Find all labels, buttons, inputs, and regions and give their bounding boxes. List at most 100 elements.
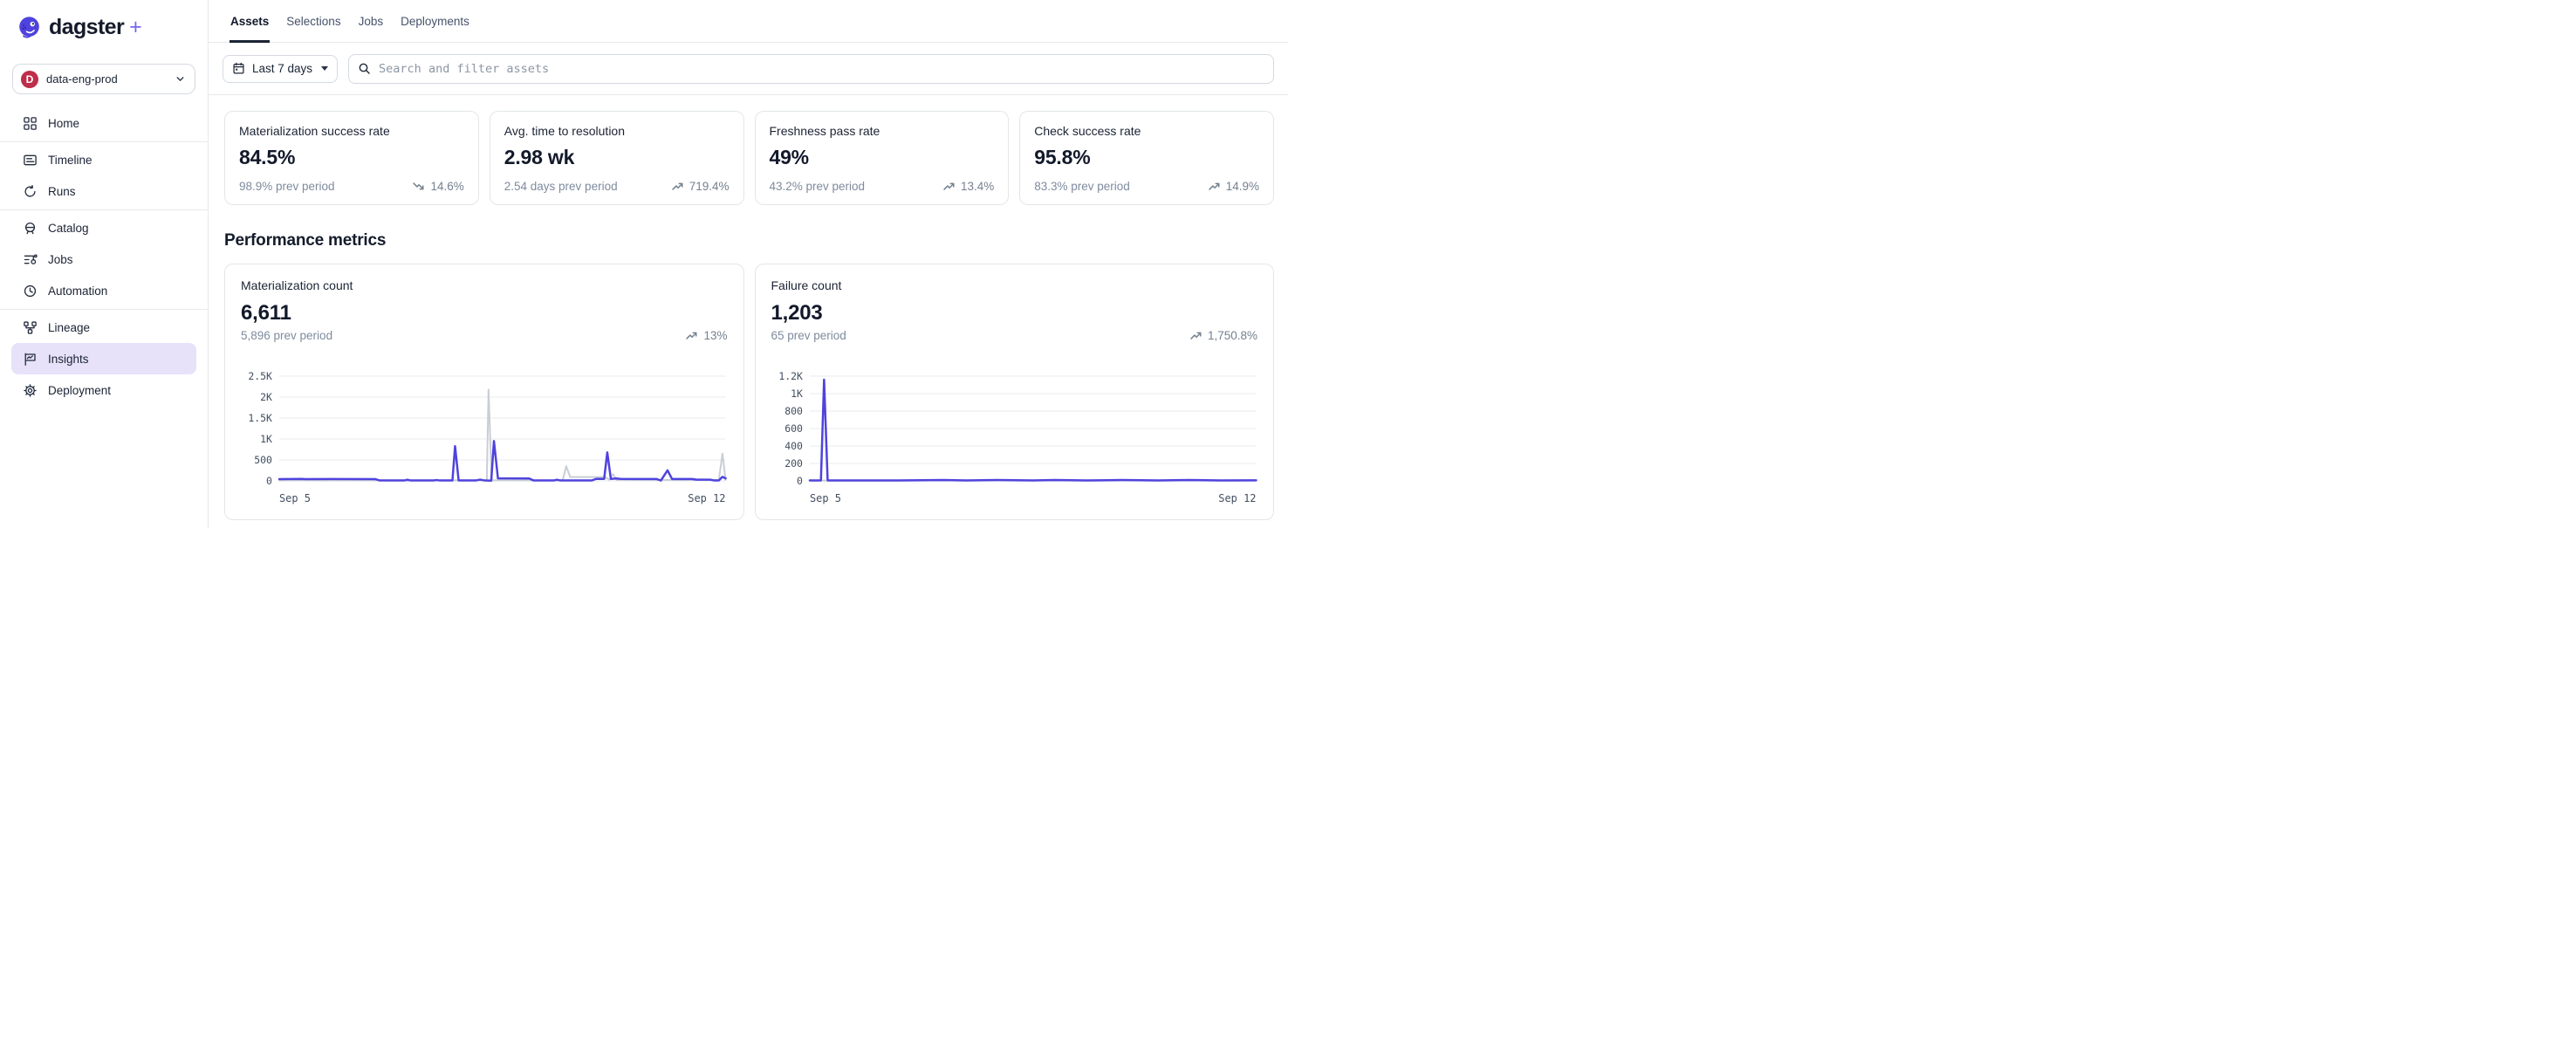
dagster-logo[interactable]: dagster + bbox=[17, 13, 194, 41]
metric-card[interactable]: Materialization success rate 84.5% 98.9% p… bbox=[224, 111, 479, 205]
sidebar-item-home[interactable]: Home bbox=[11, 107, 196, 139]
sidebar-item-label: Home bbox=[48, 116, 80, 130]
tab-selections[interactable]: Selections bbox=[286, 14, 341, 28]
sidebar-item-label: Catalog bbox=[48, 221, 89, 235]
sidebar-divider bbox=[0, 141, 208, 142]
svg-text:2.5K: 2.5K bbox=[248, 370, 272, 382]
sidebar-item-label: Insights bbox=[48, 352, 89, 366]
metric-cards-row: Materialization success rate 84.5% 98.9% p… bbox=[224, 111, 1274, 205]
chart-value: 1,203 bbox=[771, 301, 823, 325]
calendar-icon bbox=[233, 62, 244, 74]
automation-icon bbox=[23, 284, 38, 298]
search-box bbox=[348, 53, 1274, 84]
date-range-button[interactable]: Last 7 days bbox=[223, 54, 339, 83]
metric-prev-period: 2.54 days prev period bbox=[504, 180, 618, 193]
search-icon bbox=[359, 63, 370, 74]
line-chart[interactable]: 0 500 1K 1.5K 2K 2.5K Sep 5 Sep 12 bbox=[241, 366, 728, 505]
metric-card[interactable]: Avg. time to resolution 2.98 wk 2.54 days … bbox=[489, 111, 744, 205]
trend-up-icon bbox=[943, 182, 956, 191]
metric-value: 95.8% bbox=[1034, 146, 1091, 168]
svg-text:Sep 12: Sep 12 bbox=[688, 492, 725, 504]
metric-title: Materialization success rate bbox=[239, 124, 390, 138]
sidebar-item-insights[interactable]: Insights bbox=[11, 343, 196, 374]
chart-delta-value: 1,750.8% bbox=[1207, 329, 1257, 342]
metric-delta: 13.4% bbox=[943, 180, 994, 193]
metric-delta: 14.6% bbox=[413, 180, 464, 193]
metric-title: Check success rate bbox=[1034, 124, 1141, 138]
chart-delta: 1,750.8% bbox=[1190, 329, 1257, 342]
svg-text:2K: 2K bbox=[260, 391, 272, 403]
home-icon bbox=[23, 116, 38, 131]
sidebar-item-label: Runs bbox=[48, 184, 76, 198]
metric-delta-value: 719.4% bbox=[689, 180, 730, 193]
sidebar-item-runs[interactable]: Runs bbox=[11, 175, 196, 207]
deployment-switcher[interactable]: D data-eng-prod bbox=[12, 64, 195, 94]
metric-value: 84.5% bbox=[239, 146, 296, 168]
sidebar-divider bbox=[0, 209, 208, 210]
sidebar-item-timeline[interactable]: Timeline bbox=[11, 144, 196, 175]
chart-cards-row: Materialization count 6,611 5,896 prev per… bbox=[224, 264, 1274, 520]
svg-text:1K: 1K bbox=[791, 387, 803, 400]
lineage-icon bbox=[23, 320, 38, 335]
chart-title: Failure count bbox=[771, 278, 842, 292]
date-range-label: Last 7 days bbox=[252, 62, 313, 75]
chart-card-materialization-count: Materialization count 6,611 5,896 prev per… bbox=[224, 264, 744, 520]
sidebar-nav: Home Timeline Runs Catalog Jobs Automation Lin… bbox=[0, 107, 208, 406]
svg-text:500: 500 bbox=[254, 454, 272, 466]
search-input[interactable] bbox=[379, 54, 1264, 83]
chart-prev-period: 65 prev period bbox=[771, 329, 846, 342]
top-tabbar: Assets Selections Jobs Deployments bbox=[209, 0, 1288, 43]
deployment-name: data-eng-prod bbox=[46, 72, 118, 86]
svg-text:Sep 12: Sep 12 bbox=[1218, 492, 1256, 504]
svg-text:400: 400 bbox=[784, 440, 803, 452]
tab-deployments[interactable]: Deployments bbox=[401, 14, 469, 28]
sidebar-divider bbox=[0, 308, 208, 310]
metric-delta-value: 13.4% bbox=[960, 180, 995, 193]
metric-value: 2.98 wk bbox=[504, 146, 575, 168]
sidebar-item-jobs[interactable]: Jobs bbox=[11, 243, 196, 275]
tab-jobs[interactable]: Jobs bbox=[358, 14, 384, 28]
sidebar-item-catalog[interactable]: Catalog bbox=[11, 212, 196, 243]
svg-text:800: 800 bbox=[784, 405, 803, 417]
sidebar-item-label: Lineage bbox=[48, 320, 91, 334]
metric-title: Freshness pass rate bbox=[769, 124, 880, 138]
caret-down-icon bbox=[321, 66, 329, 71]
metric-title: Avg. time to resolution bbox=[504, 124, 626, 138]
main-area: Assets Selections Jobs Deployments Last 7 d… bbox=[209, 0, 1288, 528]
sidebar-item-lineage[interactable]: Lineage bbox=[11, 312, 196, 343]
trend-up-icon bbox=[1209, 182, 1221, 191]
line-chart[interactable]: 0 200 400 600 800 1K 1.2K Sep 5 Sep 12 bbox=[771, 366, 1258, 505]
chevron-down-icon bbox=[176, 77, 184, 81]
brand-plus: + bbox=[129, 14, 142, 39]
runs-icon bbox=[23, 184, 38, 199]
tab-assets[interactable]: Assets bbox=[230, 0, 271, 43]
metric-delta-value: 14.9% bbox=[1225, 180, 1259, 193]
chart-prev-period: 5,896 prev period bbox=[241, 329, 333, 342]
insights-icon bbox=[23, 352, 38, 367]
metric-prev-period: 83.3% prev period bbox=[1034, 180, 1130, 193]
brand-wordmark: dagster bbox=[49, 14, 125, 39]
jobs-icon bbox=[23, 252, 38, 267]
chart-delta-value: 13% bbox=[703, 329, 728, 342]
svg-text:1.2K: 1.2K bbox=[778, 370, 803, 382]
svg-text:600: 600 bbox=[784, 422, 803, 435]
svg-text:Sep 5: Sep 5 bbox=[279, 492, 311, 504]
chart-card-failure-count: Failure count 1,203 65 prev period 1,750.8%… bbox=[754, 264, 1274, 520]
metric-prev-period: 43.2% prev period bbox=[769, 180, 866, 193]
dagster-octopus-icon bbox=[19, 16, 39, 38]
sidebar: dagster + D data-eng-prod Home Timeline Ru… bbox=[0, 0, 209, 528]
metric-card[interactable]: Check success rate 95.8% 83.3% prev period… bbox=[1019, 111, 1274, 205]
filter-bar: Last 7 days bbox=[209, 43, 1288, 95]
metric-value: 49% bbox=[769, 146, 810, 168]
trend-up-icon bbox=[672, 182, 684, 191]
sidebar-item-deployment[interactable]: Deployment bbox=[11, 374, 196, 406]
trend-up-icon bbox=[686, 331, 698, 340]
metric-card[interactable]: Freshness pass rate 49% 43.2% prev period 1… bbox=[754, 111, 1010, 205]
section-title: Performance metrics bbox=[224, 231, 387, 250]
metric-delta-value: 14.6% bbox=[430, 180, 464, 193]
chart-value: 6,611 bbox=[241, 301, 291, 325]
sidebar-item-label: Jobs bbox=[48, 252, 73, 266]
sidebar-item-automation[interactable]: Automation bbox=[11, 275, 196, 306]
chart-delta: 13% bbox=[686, 329, 728, 342]
svg-text:0: 0 bbox=[266, 475, 272, 487]
